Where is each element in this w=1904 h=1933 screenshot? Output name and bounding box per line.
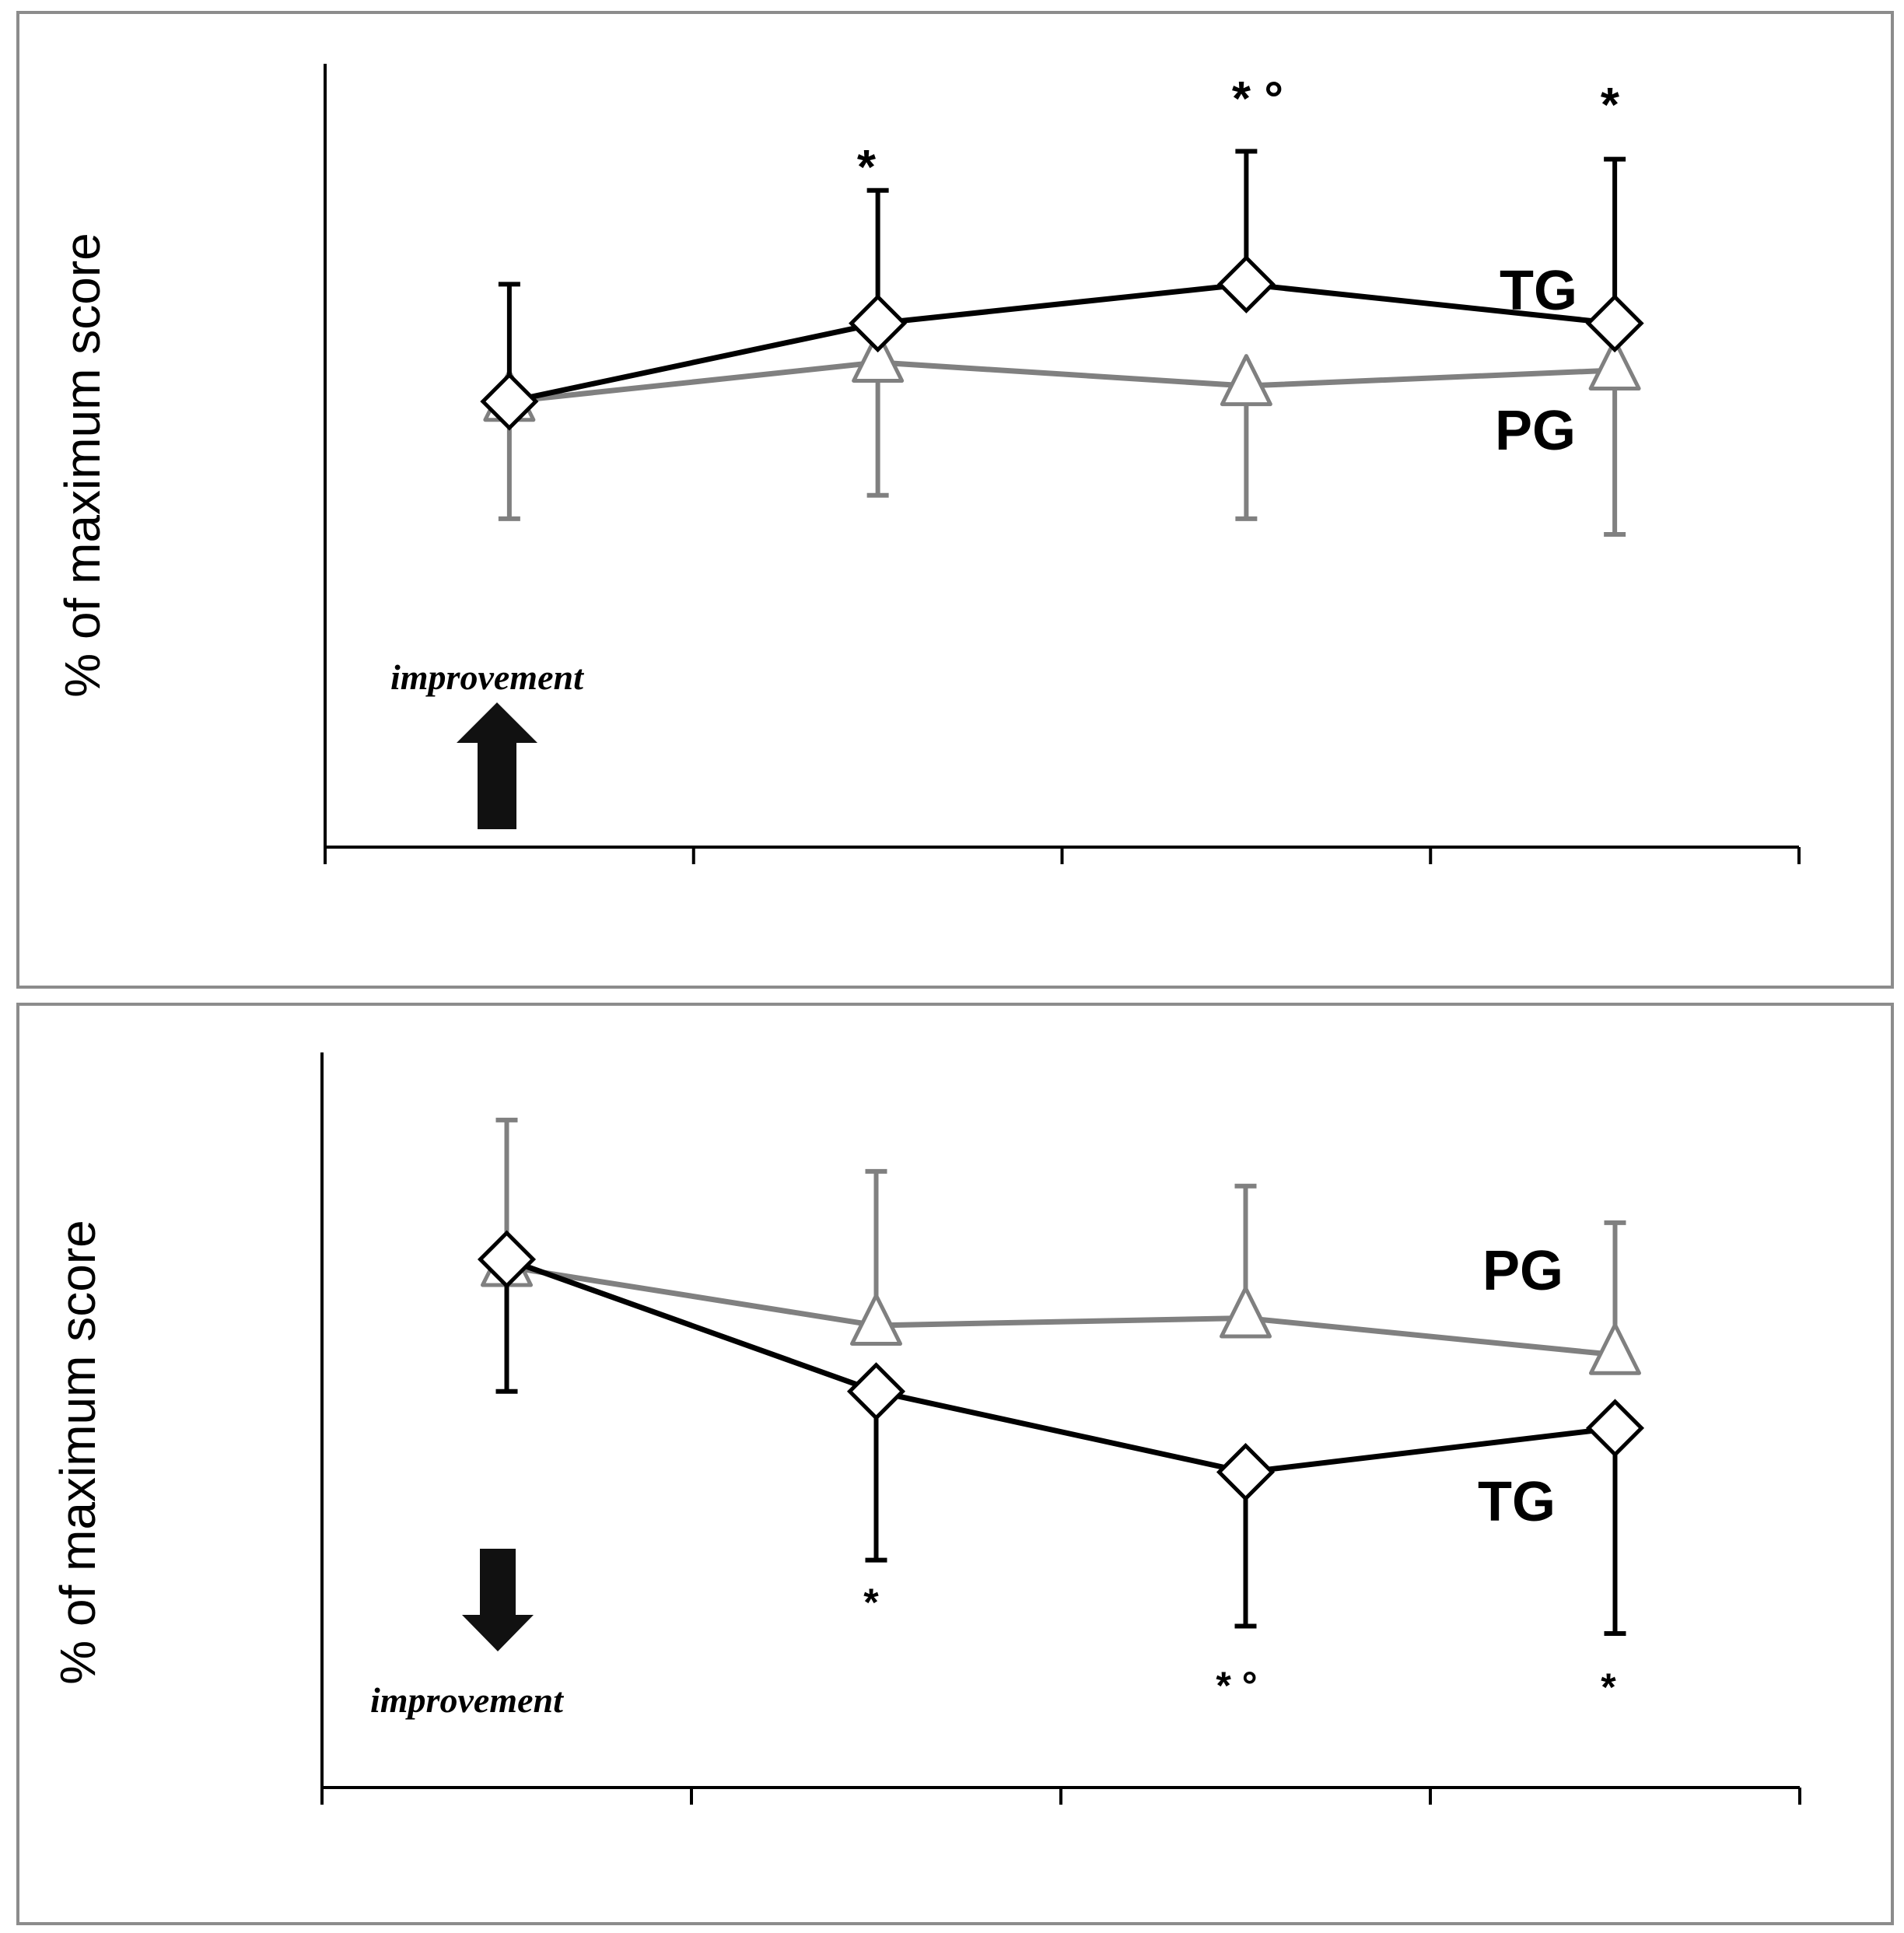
top-tg-diamond-point: [849, 294, 908, 353]
top-series-pg: [483, 330, 1641, 537]
top-axes: [324, 64, 1801, 864]
bottom-pg-triangle-point: [1220, 1286, 1272, 1339]
bottom-series-label-pg: PG: [1482, 1240, 1563, 1302]
top-series-label-tg: TG: [1500, 260, 1577, 322]
bottom-y-axis-label: % of maximum score: [50, 1220, 106, 1684]
bottom-series-label-tg: TG: [1478, 1471, 1556, 1533]
top-y-axis-label: % of maximum score: [54, 233, 110, 697]
top-series: [480, 149, 1644, 537]
top-chart: % of maximum score TG PG * * ° * improve…: [54, 64, 1801, 864]
top-pg-triangle-point: [852, 330, 905, 383]
up-arrow-icon: [457, 702, 537, 829]
bottom-series-pg: [481, 1117, 1641, 1375]
bottom-chart: % of maximum score PG TG * * ° * improve…: [50, 1052, 1801, 1805]
bottom-tg-diamond-point: [1216, 1442, 1276, 1502]
bottom-pg-line: [506, 1264, 1615, 1358]
bottom-improvement-label: improvement: [370, 1680, 564, 1720]
bottom-tg-diamond-point: [846, 1362, 906, 1421]
bottom-pg-triangle-point: [1589, 1322, 1641, 1375]
top-tg-diamond-point: [1216, 254, 1276, 313]
top-tg-diamond-point: [1585, 294, 1644, 353]
bottom-pg-triangle-point: [850, 1293, 902, 1346]
down-arrow-icon: [462, 1549, 534, 1651]
top-sig-12w: *: [1601, 79, 1620, 132]
top-series-tg: [480, 149, 1644, 431]
bottom-series-tg: [477, 1230, 1645, 1636]
top-series-label-pg: PG: [1495, 400, 1576, 462]
top-sig-4w: * °: [1232, 72, 1283, 126]
top-sig-2w: *: [857, 141, 877, 194]
bottom-tg-line: [506, 1256, 1615, 1476]
top-improvement-label: improvement: [390, 657, 584, 697]
bottom-axes: [320, 1052, 1801, 1805]
bottom-sig-2w: *: [863, 1581, 879, 1624]
bottom-sig-12w: *: [1601, 1665, 1616, 1709]
bottom-panel-frame: [16, 1003, 1894, 1925]
bottom-tg-diamond-point: [477, 1230, 537, 1289]
top-pg-triangle-point: [1220, 354, 1272, 407]
bottom-series: [477, 1117, 1645, 1636]
top-panel-frame: [16, 11, 1894, 989]
top-tg-diamond-point: [480, 372, 539, 431]
top-pg-line: [509, 359, 1615, 404]
bottom-tg-diamond-point: [1585, 1399, 1645, 1458]
bottom-sig-4w: * °: [1216, 1664, 1257, 1707]
top-tg-line: [509, 281, 1615, 404]
top-pg-triangle-point: [1588, 338, 1641, 391]
